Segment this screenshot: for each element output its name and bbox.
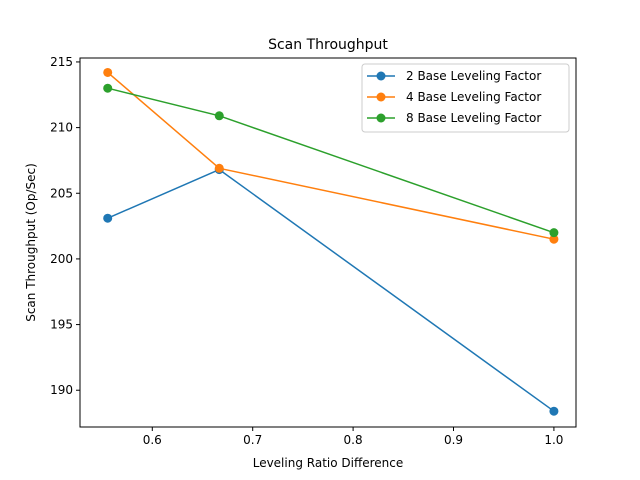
y-tick-label: 205 [50,186,73,200]
data-point [549,228,559,238]
legend-label-1: 2 Base Leveling Factor [406,69,541,83]
data-point [214,163,224,173]
x-tick-label: 0.9 [444,433,463,447]
legend-label-3: 8 Base Leveling Factor [406,111,541,125]
legend: 2 Base Leveling Factor 4 Base Leveling Fa… [361,63,570,133]
y-tick-label: 195 [50,318,73,332]
data-point [214,111,224,121]
chart-title: Scan Throughput [268,37,388,53]
x-axis-label: Leveling Ratio Difference [253,456,404,470]
legend-box [361,63,570,133]
data-point [103,213,113,223]
data-point [549,234,559,244]
legend-marker-3 [376,113,386,123]
y-tick-label: 200 [50,252,73,266]
series-layer [103,67,559,416]
y-axis-label: Scan Throughput (Op/Sec) [24,163,38,322]
x-tick-label: 0.7 [243,433,262,447]
x-tick-label: 1.0 [544,433,563,447]
x-tick-label: 0.8 [344,433,363,447]
x-axis: 0.6 0.7 0.8 0.9 1.0 [143,427,563,447]
y-axis: 190 195 200 205 210 215 [50,55,80,397]
data-point [103,83,113,93]
legend-marker-1 [376,71,386,81]
y-tick-label: 210 [50,121,73,135]
data-point [103,67,113,77]
plot-frame [79,57,577,428]
legend-label-2: 4 Base Leveling Factor [406,90,541,104]
data-point [549,406,559,416]
x-tick-label: 0.6 [143,433,162,447]
y-tick-label: 215 [50,55,73,69]
legend-marker-2 [376,92,386,102]
y-tick-label: 190 [50,383,73,397]
